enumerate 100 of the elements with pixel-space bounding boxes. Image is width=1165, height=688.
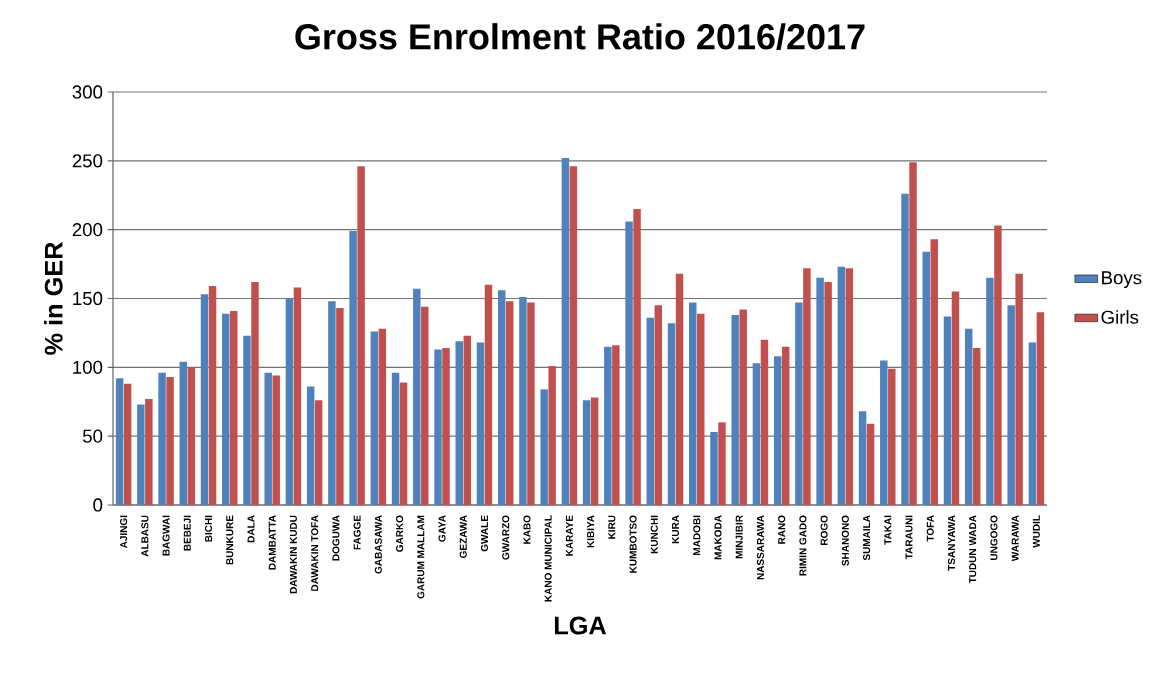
bar (845, 268, 854, 505)
x-axis-title: LGA (554, 616, 607, 635)
bar (646, 317, 655, 505)
x-tick-label: WUDIL (1032, 515, 1040, 548)
x-tick-label: UNGOGO (990, 515, 998, 560)
bar (625, 221, 633, 505)
bar (399, 382, 408, 505)
bar (986, 277, 994, 505)
x-tick-label: WARAWA (1011, 515, 1019, 562)
x-tick-label: BEBEJI (183, 515, 191, 551)
bar (357, 166, 365, 505)
bar (179, 361, 188, 505)
bar (421, 306, 429, 505)
bar (285, 298, 294, 505)
bar (137, 404, 145, 505)
x-tick-label: SUMAILA (863, 515, 871, 561)
bar (943, 316, 952, 505)
x-tick-label: KURA (672, 515, 680, 544)
x-tick-label: MINJIBIR (735, 515, 743, 559)
bar (1007, 305, 1015, 505)
bar (866, 423, 875, 505)
bar (633, 209, 641, 505)
bar (689, 302, 697, 505)
legend-label: Girls (1101, 310, 1139, 324)
x-tick-label: BAGWAI (162, 515, 170, 556)
bar (604, 346, 612, 505)
x-tick-label: BICHI (204, 515, 213, 542)
bar (1028, 342, 1037, 505)
bar (484, 284, 493, 505)
bar (1015, 273, 1023, 505)
bar (951, 291, 960, 505)
bar (336, 308, 344, 505)
bar (293, 287, 302, 505)
bar (540, 389, 548, 505)
x-tick-label: DALA (247, 515, 255, 543)
bar (166, 376, 174, 505)
bar (208, 286, 217, 505)
x-tick-label: TARAUNI (905, 515, 913, 560)
x-tick-label: NASSARAWA (756, 515, 764, 580)
bar (824, 281, 832, 505)
y-tick-label: 300 (72, 85, 103, 99)
x-tick-label: GAYA (438, 515, 446, 542)
x-tick-label: KIRU (608, 515, 616, 539)
bar (667, 323, 676, 505)
bar (909, 162, 917, 505)
y-tick-label: 50 (82, 429, 103, 443)
bar (1036, 312, 1045, 505)
bar (370, 331, 379, 505)
bar (251, 281, 259, 505)
bar (816, 277, 824, 505)
bar (314, 400, 323, 505)
x-tick-label: AJINGI (120, 515, 128, 549)
legend-label: Boys (1102, 271, 1142, 289)
x-tick-label: RANO (778, 515, 786, 544)
bar (145, 398, 153, 505)
bar (200, 294, 209, 505)
bar (654, 305, 663, 505)
bar (222, 313, 230, 505)
bar (569, 166, 578, 505)
x-tick-label: DAWAKIN TOFA (311, 515, 319, 591)
bar (803, 268, 811, 505)
bar (972, 348, 981, 505)
x-tick-label: ALBASU (141, 515, 149, 557)
bar (306, 386, 315, 505)
bar (463, 335, 471, 505)
bar (760, 339, 769, 505)
bar (442, 348, 450, 505)
x-tick-label: KARAYE (565, 515, 573, 556)
y-tick-label: 150 (73, 291, 103, 306)
bar (922, 251, 930, 505)
bar (888, 368, 896, 505)
bar (413, 288, 421, 505)
x-tick-label: MAKODA (714, 515, 722, 560)
x-tick-label: TUDUN WADA (969, 515, 977, 584)
bar (505, 301, 514, 505)
bar (675, 273, 684, 505)
y-axis-title: % in GER (44, 242, 63, 355)
bar (964, 328, 973, 505)
x-tick-label: TOFA (926, 515, 934, 542)
x-tick-label: DOGUWA (332, 515, 340, 561)
bar (230, 310, 238, 505)
bar (349, 231, 357, 505)
bar (773, 356, 782, 505)
bar (590, 397, 599, 505)
x-tick-label: TAKAI (884, 515, 892, 545)
x-tick-label: GARKO (396, 515, 404, 552)
x-tick-label: DAMBATTA (268, 515, 276, 570)
bar (582, 400, 591, 505)
x-tick-label: KANO MUNICIPAL (544, 515, 552, 602)
x-tick-label: GWARZO (502, 515, 510, 560)
y-tick-label: 200 (72, 223, 103, 237)
x-tick-label: GEZAWA (459, 515, 467, 558)
bar (455, 341, 463, 505)
bar (328, 301, 336, 505)
chart-title: Gross Enrolment Ratio 2016/2017 (295, 23, 865, 50)
x-tick-label: BUNKURE (226, 515, 234, 565)
bar (519, 297, 527, 505)
bar (476, 342, 485, 505)
x-tick-label: KABO (523, 515, 531, 544)
bar (561, 158, 570, 505)
